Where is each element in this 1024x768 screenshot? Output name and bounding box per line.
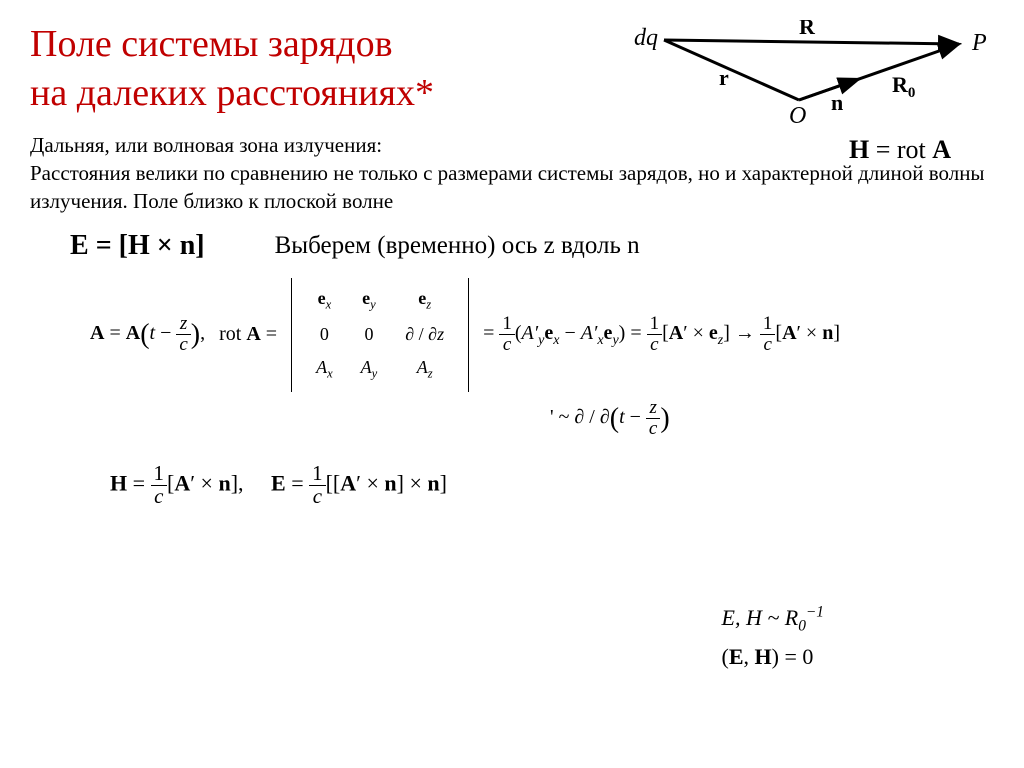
R0-sup: −1 [806, 604, 824, 621]
vector-R [664, 40, 959, 44]
rot-A-derivation: A = A(t − zc), rot A = ex ey ez 00∂ / ∂z… [90, 278, 994, 392]
R0-sub: 0 [798, 617, 806, 634]
z-num: z [176, 314, 190, 334]
scaling-relations: E, H ~ R0−1 (E, H) = 0 [722, 600, 825, 674]
vector-n [799, 79, 859, 100]
label-O: O [789, 103, 806, 129]
EH-orthogonal: (E, H) = 0 [722, 639, 825, 674]
label-R0: R0 [892, 72, 915, 101]
title-line-1: Поле системы зарядов [30, 23, 393, 65]
label-R: R [799, 20, 816, 39]
rhs-expansion: = 1c(A′yex − A′xey) = 1c[A′ × ez] → 1c[A… [483, 314, 840, 355]
determinant: ex ey ez 00∂ / ∂z Ax Ay Az [291, 278, 469, 392]
label-dq: dq [634, 25, 658, 51]
label-P: P [971, 30, 987, 56]
prime-definition: ' ~ ∂ / ∂(t − zc) [550, 398, 994, 439]
H-E-result: H = 1c[A′ × n], E = 1c[[A′ × n] × n] [110, 463, 994, 508]
label-r: r [719, 65, 729, 90]
c-den: c [176, 334, 190, 355]
vector-r [664, 40, 799, 100]
EH-R0-scaling: E, H ~ R0−1 [722, 600, 825, 639]
slide-title: Поле системы зарядов на далеких расстоян… [30, 20, 630, 119]
formula-H-rotA: H = rot A [849, 135, 951, 164]
choose-axis-span: Выберем (временно) ось z вдоль n [275, 232, 640, 259]
label-n: n [831, 90, 843, 115]
formula-E-Hn-row: E = [H × n] Выберем (временно) ось z вдо… [70, 230, 994, 262]
choose-axis-text: Выберем (временно) ось z вдоль n [275, 232, 640, 260]
A-of-t: A = A(t − zc), [90, 314, 205, 355]
vector-diagram: dq P O R r n R0 H = rot A [634, 20, 994, 180]
title-line-2: на далеких расстояниях* [30, 72, 434, 114]
formula-E-Hn: E = [H × n] [70, 230, 205, 262]
para-line-1: Дальняя, или волновая зона излучения: [30, 133, 382, 157]
rot-A-eq: rot A = [219, 323, 277, 346]
